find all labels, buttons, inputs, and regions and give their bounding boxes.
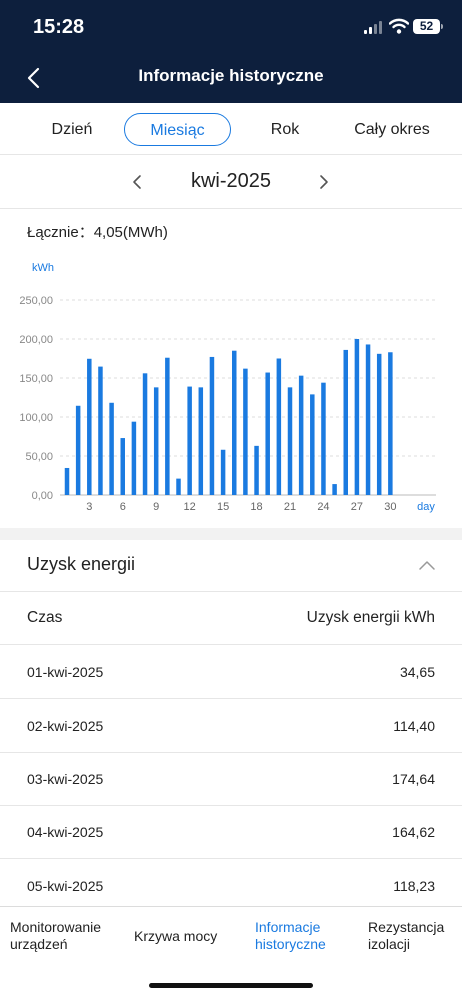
chart-bar (87, 358, 92, 495)
row-date: 04-kwi-2025 (27, 824, 104, 840)
period-tabs: Dzień Miesiąc Rok Cały okres (0, 103, 462, 155)
nav-device-monitoring[interactable]: Monitorowanie urządzeń (10, 919, 102, 952)
row-value: 164,62 (392, 824, 435, 840)
table-row: 03-kwi-2025 174,64 (0, 752, 462, 806)
table-header: Czas Uzysk energii kWh (0, 592, 462, 645)
row-date: 01-kwi-2025 (27, 664, 104, 680)
energy-section-header[interactable]: Uzysk energii (0, 540, 462, 592)
row-date: 03-kwi-2025 (27, 771, 104, 787)
section-divider (0, 528, 462, 540)
chevron-up-icon[interactable] (417, 558, 437, 572)
nav-history-info[interactable]: Informacje historyczne (255, 919, 326, 952)
section-title: Uzysk energii (27, 554, 136, 574)
chart-bar (98, 366, 103, 495)
nav-power-curve[interactable]: Krzywa mocy (134, 928, 218, 944)
y-tick-label: 150,00 (19, 373, 53, 385)
app-header: 15:28 52 Informacje historyczne (0, 0, 462, 103)
y-axis-unit-label: kWh (32, 262, 54, 274)
y-tick-label: 100,00 (19, 412, 53, 424)
cellular-signal-icon (364, 21, 384, 34)
chart-bar (298, 375, 304, 495)
row-date: 02-kwi-2025 (27, 718, 104, 734)
row-value: 34,65 (399, 664, 435, 680)
battery-icon: 52 (413, 19, 440, 34)
table-row: 05-kwi-2025 118,23 (0, 859, 462, 913)
chart-bar (243, 368, 248, 495)
chart-bar (276, 358, 282, 495)
chart-bar (220, 449, 226, 495)
row-value: 114,40 (393, 718, 435, 734)
chart-bar (376, 353, 382, 495)
chart-bar (365, 344, 371, 495)
y-tick-label: 0,00 (32, 490, 53, 502)
x-tick-label: 27 (351, 501, 363, 513)
row-value: 118,23 (393, 878, 435, 894)
x-axis-unit-label: day (417, 501, 435, 513)
tab-day[interactable]: Dzień (51, 121, 93, 138)
chart-bar (265, 372, 270, 495)
column-header-energy: Uzysk energii kWh (306, 609, 435, 626)
y-tick-label: 200,00 (19, 334, 53, 346)
status-time: 15:28 (33, 16, 85, 38)
chart-bar (321, 382, 326, 495)
home-indicator (149, 983, 313, 988)
x-tick-label: 30 (384, 501, 396, 513)
x-tick-label: 18 (250, 501, 262, 513)
chart-bar (64, 467, 70, 495)
previous-period-icon[interactable] (130, 173, 144, 191)
period-label[interactable]: kwi-2025 (190, 170, 272, 192)
y-tick-label: 250,00 (19, 295, 53, 307)
row-date: 05-kwi-2025 (27, 878, 104, 894)
chart-bar (142, 373, 148, 495)
chart-bar (165, 357, 170, 495)
x-tick-label: 12 (184, 501, 196, 513)
period-selector: kwi-2025 (0, 156, 462, 209)
total-energy: Łącznie：4,05(MWh) (27, 224, 168, 241)
x-tick-label: 24 (317, 501, 329, 513)
chart-bar (254, 445, 259, 495)
chart-bar (120, 438, 125, 495)
column-header-time: Czas (27, 609, 63, 626)
chart-bar (343, 349, 348, 495)
tab-year[interactable]: Rok (270, 121, 300, 138)
chart-bar (209, 356, 215, 495)
chart-bar (75, 405, 81, 495)
wifi-icon (389, 18, 409, 34)
chart-bar (131, 421, 137, 495)
nav-insulation-resistance[interactable]: Rezystancja izolacji (368, 919, 445, 952)
chart-bar (187, 386, 192, 495)
chart-bar (332, 484, 337, 495)
y-tick-label: 50,00 (25, 451, 53, 463)
chart-bar (388, 352, 393, 495)
chart-bar (310, 394, 315, 495)
x-tick-label: 21 (284, 501, 296, 513)
table-row: 04-kwi-2025 164,62 (0, 805, 462, 859)
back-arrow-icon[interactable] (24, 66, 44, 90)
chart-bar (153, 387, 159, 495)
chart-bar (232, 350, 237, 495)
chart-bar (198, 387, 204, 495)
chart-bar (354, 339, 360, 495)
tab-all-time[interactable]: Cały okres (354, 121, 430, 138)
chart-bar (176, 478, 181, 495)
chart-bar (109, 402, 114, 495)
x-tick-label: 3 (86, 501, 92, 513)
page-title: Informacje historyczne (138, 66, 324, 85)
battery-tip (441, 24, 443, 29)
chart-bar (287, 387, 293, 495)
tab-month[interactable]: Miesiąc (124, 113, 231, 146)
x-tick-label: 15 (217, 501, 229, 513)
table-row: 02-kwi-2025 114,40 (0, 699, 462, 753)
x-tick-label: 6 (120, 501, 126, 513)
next-period-icon[interactable] (317, 173, 331, 191)
table-row: 01-kwi-2025 34,65 (0, 645, 462, 699)
x-tick-label: 9 (153, 501, 159, 513)
energy-bar-chart: kWh 0,00 50,00 100,00 150,00 200,00 250,00 3 6 9 1… (19, 262, 436, 513)
row-value: 174,64 (392, 771, 435, 787)
